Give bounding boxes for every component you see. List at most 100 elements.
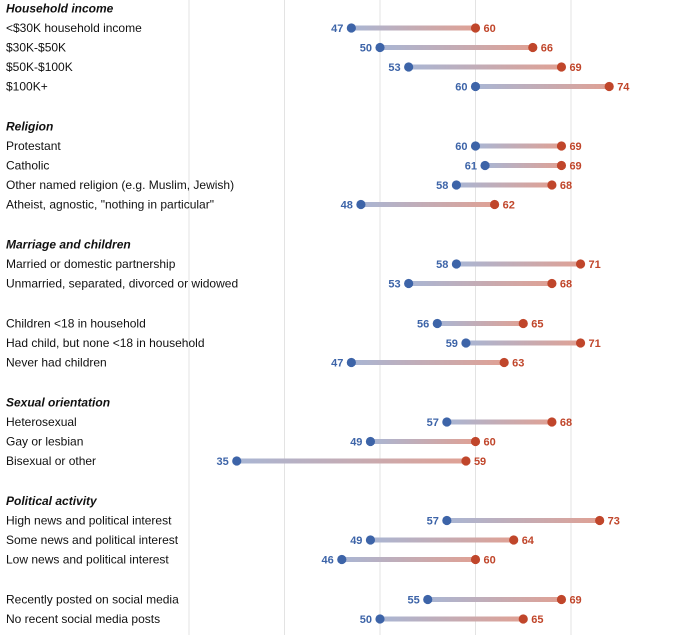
chart-section: Marriage and children Married or domestic…	[6, 238, 601, 291]
row-label: $30K-$50K	[6, 41, 66, 55]
range-bar	[475, 84, 610, 89]
row-label: Recently posted on social media	[6, 593, 179, 607]
chart-row: Atheist, agnostic, "nothing in particula…	[6, 198, 515, 212]
end-value-label: 66	[541, 43, 553, 55]
row-label: Children <18 in household	[6, 317, 146, 331]
range-bar	[380, 616, 524, 622]
section-title: Sexual orientation	[6, 396, 110, 410]
end-value-label: 73	[608, 516, 620, 528]
row-label: Catholic	[6, 159, 49, 173]
end-dot	[509, 535, 519, 545]
start-value-label: 57	[427, 417, 439, 429]
chart-row: $100K+ 60 74	[6, 80, 630, 94]
end-dot	[547, 180, 557, 190]
range-bar	[360, 202, 495, 207]
section-title: Marriage and children	[6, 238, 131, 252]
start-dot	[480, 160, 490, 171]
row-label: <$30K household income	[6, 21, 142, 35]
end-dot	[556, 160, 567, 171]
range-bar	[408, 64, 562, 70]
end-dot	[556, 141, 567, 151]
start-value-label: 55	[408, 595, 420, 607]
chart-row: Protestant 60 69	[6, 139, 582, 153]
end-dot	[518, 614, 528, 624]
chart-row: Bisexual or other 35 59	[6, 454, 486, 468]
end-value-label: 68	[560, 417, 572, 429]
start-value-label: 47	[331, 23, 343, 35]
chart-row: Gay or lesbian 49 60	[6, 435, 496, 449]
row-label: No recent social media posts	[6, 612, 160, 626]
row-label: Unmarried, separated, divorced or widowe…	[6, 277, 238, 291]
start-dot	[432, 318, 442, 329]
chart-row: Heterosexual 57 68	[6, 415, 572, 429]
chart-row: Children <18 in household 56 65	[6, 317, 544, 331]
start-value-label: 60	[455, 141, 467, 153]
section-title: Political activity	[6, 494, 98, 508]
chart-row: <$30K household income 47 60	[6, 21, 496, 35]
range-bar	[427, 597, 562, 602]
start-value-label: 58	[436, 259, 448, 271]
end-value-label: 62	[503, 200, 515, 212]
end-dot	[595, 515, 605, 526]
row-label: Other named religion (e.g. Muslim, Jewis…	[6, 178, 234, 192]
start-dot	[346, 23, 356, 33]
chart-section: Recently posted on social media 55 69 No re…	[6, 593, 582, 627]
range-bar	[351, 25, 476, 31]
start-dot	[461, 338, 471, 348]
start-value-label: 59	[446, 338, 458, 350]
section-title: Household income	[6, 2, 114, 16]
start-dot	[404, 62, 414, 72]
chart-row: $30K-$50K 50 66	[6, 41, 553, 55]
end-dot	[547, 278, 557, 289]
end-value-label: 71	[589, 338, 601, 350]
start-value-label: 46	[322, 555, 334, 567]
start-value-label: 53	[388, 279, 400, 291]
start-dot	[356, 199, 366, 210]
row-label: Had child, but none <18 in household	[6, 336, 205, 350]
chart-section: Household income <$30K household income 47…	[6, 2, 630, 94]
chart-row: No recent social media posts 50 65	[6, 612, 544, 626]
range-bar	[408, 281, 552, 286]
end-dot	[604, 81, 614, 92]
end-value-label: 71	[589, 259, 601, 271]
start-dot	[346, 357, 356, 368]
start-value-label: 50	[360, 614, 372, 626]
gridlines	[188, 0, 572, 635]
chart-section: Children <18 in household 56 65 Had child, …	[6, 317, 601, 370]
start-value-label: 49	[350, 437, 362, 449]
end-dot	[499, 357, 509, 368]
end-value-label: 60	[484, 555, 496, 567]
row-label: $100K+	[6, 80, 48, 94]
chart-section: Sexual orientation Heterosexual 57 68 Gay or…	[6, 396, 572, 469]
end-value-label: 69	[569, 62, 581, 74]
chart-row: Recently posted on social media 55 69	[6, 593, 582, 607]
chart-row: Unmarried, separated, divorced or widowe…	[6, 277, 572, 291]
end-value-label: 74	[617, 82, 630, 94]
row-label: Heterosexual	[6, 415, 77, 429]
range-bar	[485, 163, 562, 168]
start-dot	[337, 554, 347, 565]
range-bar	[475, 143, 562, 149]
end-value-label: 59	[474, 456, 486, 468]
end-dot	[575, 338, 586, 348]
range-bar	[236, 458, 466, 464]
end-value-label: 69	[569, 141, 581, 153]
start-value-label: 35	[217, 456, 229, 468]
start-dot	[232, 456, 242, 466]
start-value-label: 49	[350, 535, 362, 547]
start-dot	[442, 417, 452, 427]
row-label: Never had children	[6, 356, 107, 370]
end-value-label: 68	[560, 180, 572, 192]
start-value-label: 53	[388, 62, 400, 74]
range-bar	[437, 321, 524, 326]
end-value-label: 63	[512, 358, 524, 370]
start-dot	[365, 436, 376, 447]
start-dot	[404, 278, 414, 289]
end-dot	[490, 199, 500, 210]
end-value-label: 60	[484, 437, 496, 449]
chart-row: Some news and political interest 49 64	[6, 533, 535, 547]
start-value-label: 56	[417, 319, 429, 331]
range-bar	[456, 261, 581, 267]
end-dot	[575, 259, 586, 269]
start-dot	[451, 180, 461, 190]
